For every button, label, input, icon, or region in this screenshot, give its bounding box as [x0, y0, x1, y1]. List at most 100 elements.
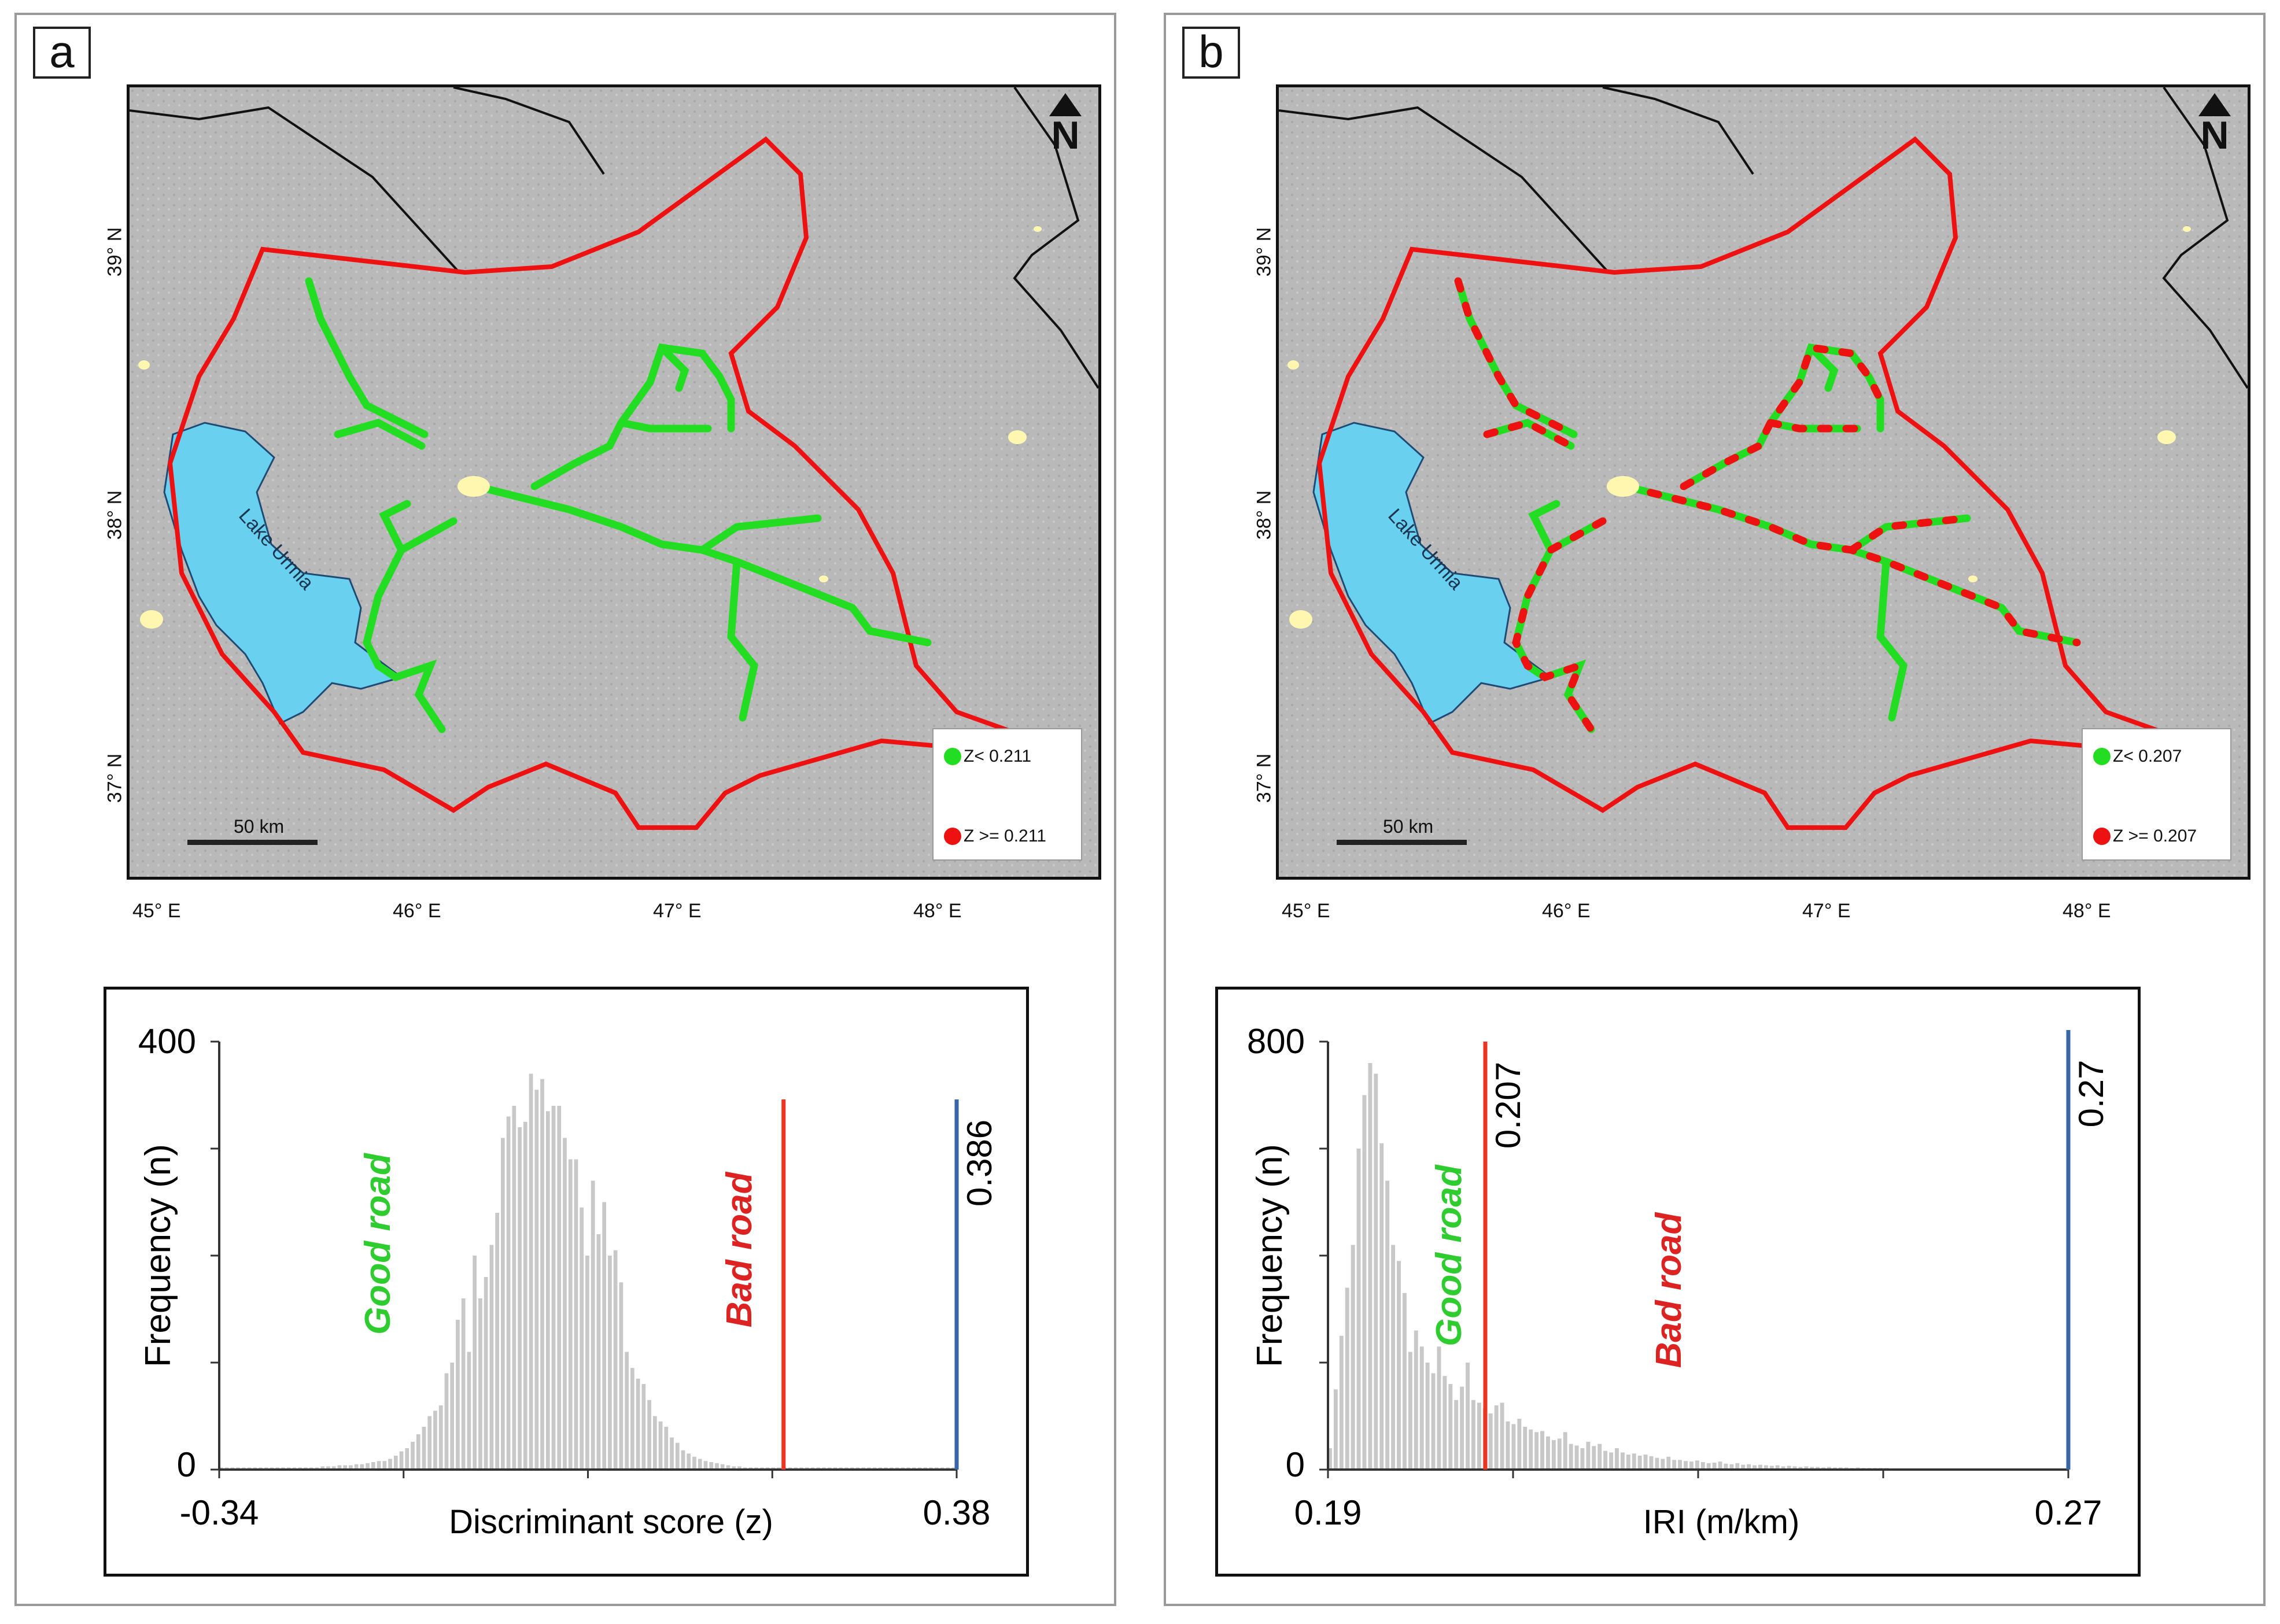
histogram-bar [1402, 1293, 1407, 1470]
histogram-bar [1517, 1419, 1522, 1470]
histogram-bar [371, 1462, 375, 1470]
map[interactable]: Lake Urmia N 50 km Z< 0.211 Z >= 0.211 [127, 84, 1101, 880]
x-tick-label: -0.34 [180, 1493, 259, 1532]
histogram-bar [1540, 1431, 1544, 1470]
histogram-bar [568, 1159, 573, 1470]
histogram-bar [1339, 1335, 1344, 1470]
x-axis-label: Discriminant score (z) [449, 1503, 773, 1541]
road-network [305, 277, 932, 733]
histogram-bar [1626, 1455, 1630, 1470]
histogram-bar [1632, 1453, 1636, 1470]
histogram-bar [320, 1466, 325, 1470]
histogram-bar [1442, 1376, 1447, 1470]
histogram-bar [613, 1250, 618, 1470]
histogram-bar [636, 1378, 640, 1470]
y-tick-label: 400 [138, 1022, 196, 1061]
histogram-bar [1408, 1352, 1412, 1470]
histogram-bar [1637, 1455, 1642, 1470]
map[interactable]: Lake Urmia N 50 km Z< 0.207 Z >= 0.207 [1276, 84, 2251, 880]
histogram-bar [545, 1111, 550, 1470]
histogram-bar [1460, 1386, 1464, 1470]
histogram-bar [1328, 1448, 1332, 1470]
lat-label-39: 39° N [1253, 227, 1275, 277]
histogram-bar [331, 1466, 336, 1470]
legend-dot-icon [944, 828, 961, 845]
histogram-bar [1437, 1346, 1441, 1470]
histogram-bar [1678, 1460, 1683, 1470]
histogram-bar [1557, 1438, 1562, 1470]
histogram-bar [1345, 1287, 1349, 1470]
histogram-bar [461, 1298, 466, 1470]
x-tick-label: 0.38 [923, 1493, 991, 1532]
histogram-bar [726, 1465, 731, 1470]
histogram-bar [399, 1451, 404, 1470]
x-tick-label: 0.27 [2035, 1493, 2102, 1532]
histogram-bar [534, 1090, 539, 1470]
lon-label-47: 47° E [1802, 900, 1851, 922]
histogram-bar [360, 1464, 364, 1470]
histogram-bar [1689, 1461, 1694, 1470]
histogram-bar [1615, 1448, 1619, 1470]
histogram-bar [1494, 1405, 1499, 1470]
histogram-bar [1747, 1464, 1751, 1470]
bad-road-label: Bad road [1649, 1212, 1689, 1368]
bad-road-label: Bad road [720, 1172, 759, 1328]
histogram-bar [1534, 1432, 1539, 1470]
legend-item-bad: Z >= 0.207 [2093, 826, 2197, 846]
good-road-label: Good road [1429, 1164, 1469, 1346]
histogram-bar [652, 1416, 657, 1470]
scale-label: 50 km [234, 816, 285, 837]
histogram-bar [1718, 1461, 1722, 1470]
histogram-bar [1471, 1400, 1475, 1470]
histogram-bar [540, 1079, 544, 1470]
lat-label-37: 37° N [1253, 753, 1275, 803]
province-boundary [167, 136, 1045, 830]
histogram-bar [1758, 1464, 1762, 1470]
histogram-bar [450, 1363, 455, 1470]
histogram-bar [1397, 1261, 1401, 1470]
histogram-bar [1374, 1073, 1378, 1470]
road-network [1454, 277, 2081, 733]
histogram-bar [602, 1202, 607, 1470]
y-axis-label: Frequency (n) [138, 1144, 178, 1367]
y-axis-label: Frequency (n) [1250, 1144, 1290, 1367]
legend-label: Z< 0.211 [964, 747, 1032, 766]
histogram-bar [1488, 1413, 1493, 1470]
histogram-bar [1391, 1245, 1396, 1470]
histogram-bar [1827, 1467, 1831, 1470]
histogram-bar [1454, 1400, 1459, 1470]
histogram-bar [1661, 1459, 1665, 1470]
histogram-bar [1695, 1460, 1699, 1470]
histogram-bar [715, 1463, 719, 1470]
histogram-bar [1781, 1466, 1785, 1470]
histogram-bar [433, 1411, 437, 1470]
histogram-bar [388, 1459, 392, 1470]
histogram-bar [1724, 1463, 1728, 1470]
histogram-bar [658, 1421, 663, 1470]
histogram-bar [1810, 1467, 1814, 1470]
settlements [1287, 226, 2191, 629]
lon-label-47: 47° E [653, 900, 702, 922]
histogram-bar [1466, 1363, 1470, 1470]
histogram-bar [1804, 1466, 1809, 1470]
histogram-bar [326, 1466, 330, 1470]
histogram-bar [411, 1441, 415, 1470]
legend-label: Z< 0.207 [2113, 747, 2182, 766]
lat-label-38: 38° N [104, 490, 126, 540]
histogram-bar [495, 1213, 499, 1470]
histogram-bar [641, 1384, 646, 1470]
histogram-bar [670, 1437, 674, 1470]
map-canvas [130, 87, 1098, 877]
histogram-bar [1580, 1448, 1585, 1470]
histogram: 0 400 -0.34 0.38 Discriminant score (z) Frequ… [104, 987, 1029, 1577]
histogram-bar [687, 1453, 691, 1470]
histogram-bar [1753, 1465, 1757, 1470]
histogram-bar [1649, 1456, 1654, 1470]
histogram-bar [473, 1256, 477, 1470]
legend-label: Z >= 0.211 [964, 826, 1046, 846]
lat-label-39: 39° N [104, 227, 126, 277]
histogram-bar [596, 1234, 601, 1470]
histogram-bar [1666, 1456, 1671, 1470]
histogram-bar [506, 1116, 511, 1470]
histogram-bar [1816, 1467, 1820, 1470]
